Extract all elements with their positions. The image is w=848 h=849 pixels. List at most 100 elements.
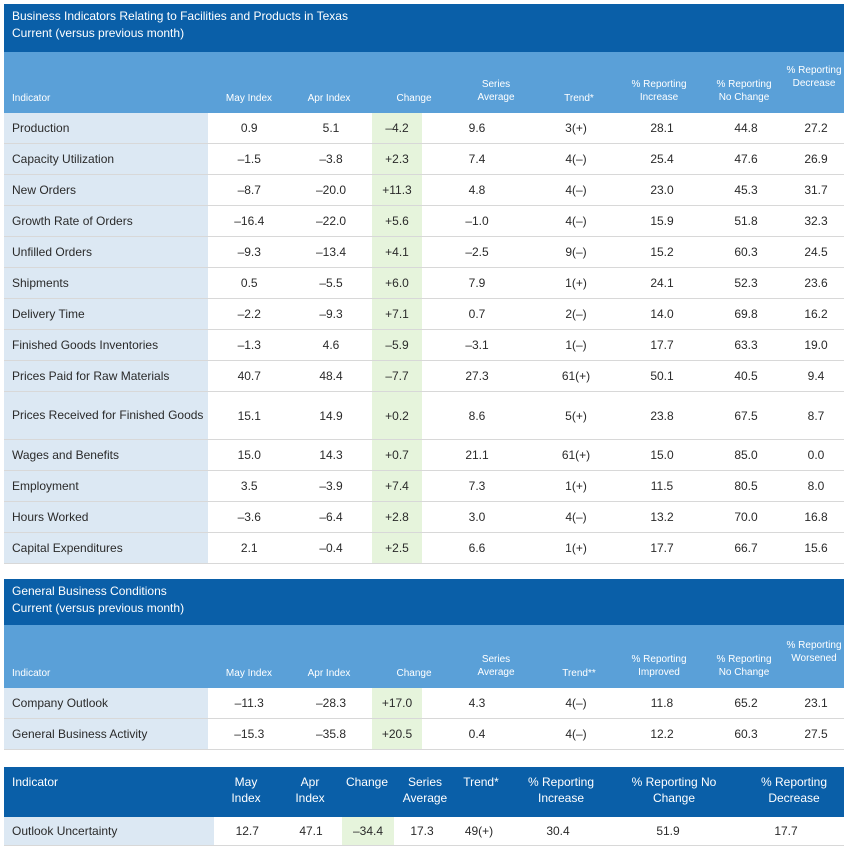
header-pct-no-change: % Reporting No Change [631, 775, 717, 805]
value-cell: 16.8 [788, 501, 844, 533]
table3-body: Outlook Uncertainty 12.7 47.1 –34.4 17.3 49(+… [4, 817, 844, 846]
value-cell: 4(–) [532, 718, 620, 750]
table-row: Prices Received for Finished Goods 15.1 14… [4, 391, 844, 440]
indicator-cell: Finished Goods Inventories [4, 329, 209, 361]
value-cell: 4.3 [422, 688, 532, 719]
table-row: Capital Expenditures 2.1 –0.4 +2.5 6.6 1(+) 17… [4, 532, 844, 564]
value-cell: 27.5 [788, 718, 844, 750]
value-cell: –16.4 [208, 205, 290, 237]
indicator-cell: Shipments [4, 267, 209, 299]
indicator-cell: Unfilled Orders [4, 236, 209, 268]
value-cell: –3.8 [290, 143, 372, 175]
value-cell: 27.2 [788, 113, 844, 144]
value-cell: +7.4 [372, 470, 422, 502]
header-may-index: May Index [225, 668, 273, 679]
value-cell: 9.6 [422, 113, 532, 144]
value-cell: +2.3 [372, 143, 422, 175]
value-cell: 9(–) [532, 236, 620, 268]
value-cell: 14.9 [290, 391, 372, 440]
table3: Outlook Uncertainty 12.7 47.1 –34.4 17.3 49(+… [4, 817, 844, 846]
value-cell: +6.0 [372, 267, 422, 299]
value-cell: 67.5 [704, 391, 788, 440]
value-cell: 61(+) [532, 360, 620, 392]
value-cell: 15.6 [788, 532, 844, 564]
indicator-cell: Capacity Utilization [4, 143, 209, 175]
value-cell: –15.3 [208, 718, 290, 750]
value-cell: +17.0 [372, 688, 422, 719]
header-trend: Trend** [562, 668, 596, 679]
value-cell: –9.3 [208, 236, 290, 268]
value-cell: 4.6 [290, 329, 372, 361]
indicator-cell: Prices Paid for Raw Materials [4, 360, 209, 392]
value-cell: –5.9 [372, 329, 422, 361]
table-row: Prices Paid for Raw Materials 40.7 48.4 –7.… [4, 360, 844, 392]
header-pct-increase: % Reporting Increase [631, 79, 687, 103]
value-cell: 15.1 [208, 391, 290, 440]
value-cell: –6.4 [290, 501, 372, 533]
value-cell: 15.2 [620, 236, 704, 268]
value-cell: –8.7 [208, 174, 290, 206]
value-cell: 0.9 [208, 113, 290, 144]
value-cell: –5.5 [290, 267, 372, 299]
value-cell: –20.0 [290, 174, 372, 206]
value-cell: 70.0 [704, 501, 788, 533]
value-cell: 66.7 [704, 532, 788, 564]
value-cell: 6.6 [422, 532, 532, 564]
value-cell: –3.9 [290, 470, 372, 502]
header-pct-worsened: % Reporting Worsened [786, 640, 842, 664]
value-cell: 19.0 [788, 329, 844, 361]
table-row: Employment 3.5 –3.9 +7.4 7.3 1(+) 11.5 80.5 8.0 [4, 470, 844, 502]
table-row: Outlook Uncertainty 12.7 47.1 –34.4 17.3 49(+… [4, 817, 844, 846]
value-cell: –3.1 [422, 329, 532, 361]
value-cell: 1(+) [532, 470, 620, 502]
value-cell: 13.2 [620, 501, 704, 533]
value-cell: 15.0 [620, 439, 704, 471]
value-cell: –11.3 [208, 688, 290, 719]
value-cell: 17.7 [728, 817, 844, 846]
value-cell: 51.8 [704, 205, 788, 237]
header-pct-decrease: % Reporting Decrease [786, 65, 842, 89]
value-cell: +0.7 [372, 439, 422, 471]
value-cell: 16.2 [788, 298, 844, 330]
value-cell: 2(–) [532, 298, 620, 330]
value-cell: –13.4 [290, 236, 372, 268]
table-row: Capacity Utilization –1.5 –3.8 +2.3 7.4 4(–) 2… [4, 143, 844, 175]
value-cell: 4(–) [532, 143, 620, 175]
value-cell: 85.0 [704, 439, 788, 471]
value-cell: 1(+) [532, 532, 620, 564]
table-row: Company Outlook –11.3 –28.3 +17.0 4.3 4(–) 11.… [4, 688, 844, 719]
value-cell: 61(+) [532, 439, 620, 471]
table-row: Hours Worked –3.6 –6.4 +2.8 3.0 4(–) 13.2 70.0 1… [4, 501, 844, 533]
header-pct-no-change: % Reporting No Change [716, 654, 772, 678]
value-cell: 17.7 [620, 532, 704, 564]
value-cell: 17.3 [394, 817, 450, 846]
value-cell: –1.5 [208, 143, 290, 175]
indicator-cell: Delivery Time [4, 298, 209, 330]
header-pct-improved: % Reporting Improved [631, 654, 687, 678]
value-cell: 8.6 [422, 391, 532, 440]
table1: Production 0.9 5.1 –4.2 9.6 3(+) 28.1 44.8 27.2 C… [4, 113, 844, 564]
value-cell: 26.9 [788, 143, 844, 175]
value-cell: 69.8 [704, 298, 788, 330]
value-cell: 14.3 [290, 439, 372, 471]
table2-subtitle: Current (versus previous month) [12, 601, 185, 615]
table-row: New Orders –8.7 –20.0 +11.3 4.8 4(–) 23.0 45.3 3… [4, 174, 844, 206]
value-cell: 5.1 [290, 113, 372, 144]
header-series-average: Series Average [477, 654, 515, 678]
value-cell: 12.7 [214, 817, 280, 846]
table1-header-row: Indicator May Index Apr Index Change Ser… [4, 52, 844, 113]
value-cell: –28.3 [290, 688, 372, 719]
value-cell: 4(–) [532, 205, 620, 237]
value-cell: +2.5 [372, 532, 422, 564]
value-cell: 3.5 [208, 470, 290, 502]
header-change: Change [396, 93, 432, 104]
value-cell: 0.7 [422, 298, 532, 330]
value-cell: –2.2 [208, 298, 290, 330]
value-cell: 47.1 [280, 817, 342, 846]
header-indicator: Indicator [12, 775, 59, 789]
value-cell: 49(+) [450, 817, 508, 846]
header-may-index: May Index [225, 93, 273, 104]
header-series-average: Series Average [477, 79, 515, 103]
value-cell: 21.1 [422, 439, 532, 471]
value-cell: 0.5 [208, 267, 290, 299]
